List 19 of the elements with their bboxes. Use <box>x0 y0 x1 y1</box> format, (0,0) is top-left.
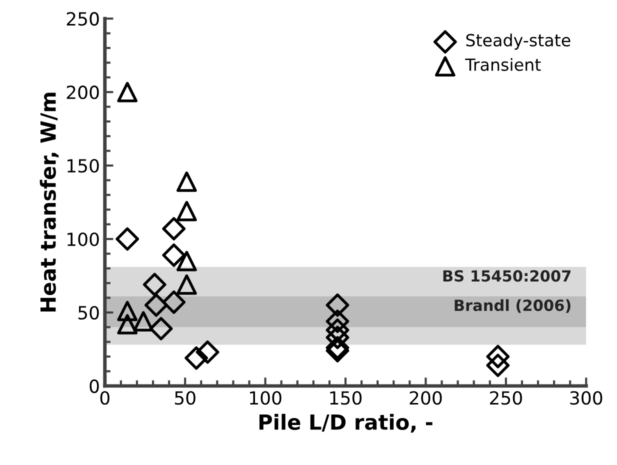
y-tick-label: 50 <box>78 306 99 320</box>
x-tick-label: 200 <box>410 391 442 405</box>
x-tick-label: 150 <box>330 391 362 405</box>
x-tick-label: 300 <box>570 391 602 405</box>
x-tick-label: 250 <box>490 391 522 405</box>
y-tick-label: 100 <box>68 232 99 246</box>
x-tick-label: 100 <box>250 391 282 405</box>
band-label: BS 15450:2007 <box>443 270 570 282</box>
x-tick-label: 0 <box>100 391 110 405</box>
y-tick-label: 200 <box>66 86 99 100</box>
x-axis-title: Pile L/D ratio, - <box>259 414 432 433</box>
legend-label: Transient <box>465 58 541 71</box>
x-tick-label: 50 <box>175 391 196 405</box>
y-tick-label: 0 <box>90 379 99 394</box>
y-tick-label: 150 <box>68 159 99 173</box>
band-label: Brandl (2006) <box>454 299 570 313</box>
legend-label: Steady-state <box>466 34 570 50</box>
y-axis-title: Heat transfer, W/m <box>40 92 59 312</box>
y-tick-label: 250 <box>66 12 99 26</box>
